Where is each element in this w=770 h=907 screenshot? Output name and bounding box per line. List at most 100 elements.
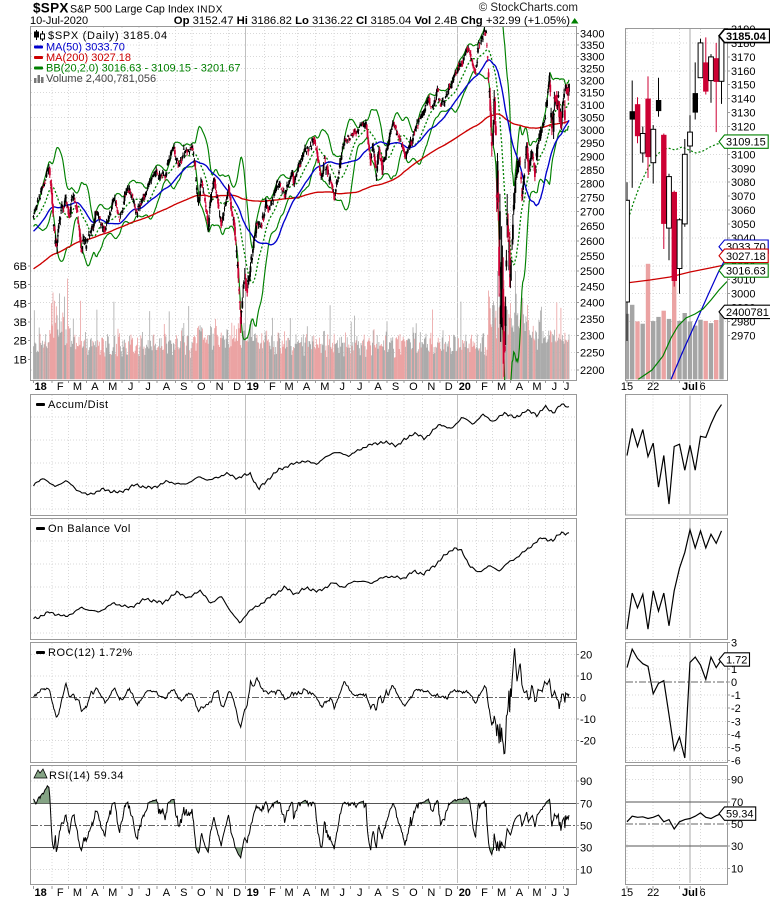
svg-text:-6: -6 [731,756,741,768]
svg-text:2500: 2500 [580,266,604,278]
svg-text:D: D [233,381,241,393]
svg-text:F: F [481,381,488,393]
svg-text:2B: 2B [14,336,27,348]
svg-text:MA(50) 3033.70: MA(50) 3033.70 [46,42,125,54]
svg-text:3160: 3160 [731,66,755,78]
svg-text:2800: 2800 [580,179,604,191]
svg-text:-20: -20 [580,736,596,748]
svg-text:20: 20 [580,649,592,661]
svg-text:S: S [180,381,187,393]
svg-text:1B: 1B [14,354,27,366]
svg-text:30: 30 [580,843,592,855]
svg-text:2700: 2700 [580,207,604,219]
svg-text:F: F [269,887,276,899]
svg-text:On Balance Vol: On Balance Vol [48,523,131,535]
svg-text:F: F [57,381,64,393]
svg-text:3185.04: 3185.04 [726,31,767,43]
svg-text:Op 3152.47 Hi 3186.82 Lo 313: Op 3152.47 Hi 3186.82 Lo 3136.22 Cl 3185… [174,15,570,27]
svg-text:90: 90 [580,776,592,788]
svg-text:J: J [552,887,558,899]
svg-text:3100: 3100 [580,100,604,112]
svg-text:M: M [497,887,506,899]
svg-text:3200: 3200 [580,75,604,87]
svg-text:$SPX: $SPX [33,1,69,16]
svg-text:J: J [564,381,570,393]
svg-text:19: 19 [247,381,259,393]
svg-text:J: J [145,887,151,899]
svg-text:2650: 2650 [580,221,604,233]
svg-text:3130: 3130 [731,108,755,120]
svg-text:30: 30 [731,841,743,853]
svg-text:S: S [180,887,187,899]
svg-text:N: N [427,381,435,393]
svg-text:2550: 2550 [580,251,604,263]
svg-text:5B: 5B [14,280,27,292]
svg-text:2450: 2450 [580,282,604,294]
svg-text:A: A [303,887,311,899]
svg-text:D: D [233,887,241,899]
svg-text:6B: 6B [14,261,27,273]
svg-text:6: 6 [699,381,705,393]
svg-text:-1: -1 [731,690,741,702]
svg-text:18: 18 [35,381,47,393]
svg-text:2600: 2600 [580,236,604,248]
svg-text:M: M [532,381,541,393]
svg-text:F: F [57,887,64,899]
svg-text:S: S [392,887,399,899]
svg-text:3300: 3300 [580,52,604,64]
svg-text:A: A [303,381,311,393]
svg-text:A: A [163,381,171,393]
svg-text:2400: 2400 [580,298,604,310]
svg-text:4B: 4B [14,298,27,310]
svg-text:-2: -2 [731,703,741,715]
svg-text:M: M [73,887,82,899]
svg-text:-5: -5 [731,743,741,755]
svg-text:S&P 500 Large Cap Index: S&P 500 Large Cap Index [70,4,195,16]
svg-text:3150: 3150 [731,80,755,92]
svg-text:0: 0 [731,677,737,689]
svg-text:3250: 3250 [580,63,604,75]
svg-text:6: 6 [699,887,705,899]
svg-text:Volume 2,400,781,056: Volume 2,400,781,056 [46,73,156,85]
svg-text:$SPX (Daily) 3185.04: $SPX (Daily) 3185.04 [48,30,168,42]
svg-text:3400: 3400 [580,28,604,40]
svg-text:M: M [108,381,117,393]
svg-text:N: N [216,887,224,899]
svg-text:10: 10 [731,863,743,875]
svg-text:M: M [108,887,117,899]
svg-text:1: 1 [731,664,737,676]
svg-text:-3: -3 [731,716,741,728]
svg-text:J: J [145,381,151,393]
svg-text:3080: 3080 [731,177,755,189]
svg-text:59.34: 59.34 [726,809,754,821]
svg-text:D: D [445,381,453,393]
svg-text:© StockCharts.com: © StockCharts.com [479,2,578,14]
svg-text:Jul: Jul [682,381,698,393]
svg-text:M: M [73,381,82,393]
svg-text:3050: 3050 [731,219,755,231]
svg-text:2300: 2300 [580,331,604,343]
svg-text:2980: 2980 [731,317,755,329]
svg-text:Jul: Jul [682,887,698,899]
svg-text:50: 50 [580,820,592,832]
svg-text:15: 15 [621,381,633,393]
svg-text:22: 22 [647,887,659,899]
svg-text:A: A [91,381,99,393]
svg-text:3100: 3100 [731,149,755,161]
svg-text:N: N [427,887,435,899]
svg-text:O: O [197,381,206,393]
svg-text:M: M [320,887,329,899]
svg-text:70: 70 [731,797,743,809]
svg-text:3: 3 [731,638,737,650]
svg-text:A: A [374,887,382,899]
svg-text:J: J [128,887,134,899]
svg-text:2950: 2950 [580,138,604,150]
svg-text:Accum/Dist: Accum/Dist [48,399,109,411]
svg-text:-4: -4 [731,729,741,741]
svg-text:10: 10 [580,671,592,683]
svg-text:2850: 2850 [580,165,604,177]
svg-text:O: O [409,887,418,899]
svg-text:MA(200) 3027.18: MA(200) 3027.18 [46,52,131,64]
svg-text:18: 18 [35,887,47,899]
svg-text:ROC(12) 1.72%: ROC(12) 1.72% [48,647,133,659]
